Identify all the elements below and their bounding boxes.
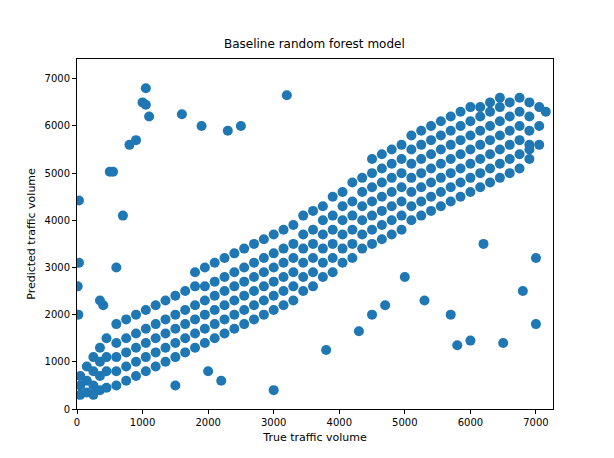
svg-text:True traffic volume: True traffic volume (262, 431, 367, 444)
svg-text:3000: 3000 (45, 262, 70, 273)
svg-text:3000: 3000 (261, 417, 286, 428)
svg-text:6000: 6000 (458, 417, 483, 428)
svg-text:5000: 5000 (392, 417, 417, 428)
svg-text:1000: 1000 (130, 417, 155, 428)
svg-text:1000: 1000 (45, 356, 70, 367)
svg-text:7000: 7000 (523, 417, 548, 428)
svg-text:4000: 4000 (45, 215, 70, 226)
svg-text:7000: 7000 (45, 73, 70, 84)
svg-text:2000: 2000 (45, 309, 70, 320)
svg-text:4000: 4000 (327, 417, 352, 428)
svg-text:6000: 6000 (45, 120, 70, 131)
svg-text:Baseline random forest model: Baseline random forest model (224, 37, 405, 51)
svg-text:Predicted traffic volume: Predicted traffic volume (25, 168, 38, 300)
svg-text:5000: 5000 (45, 168, 70, 179)
svg-text:2000: 2000 (195, 417, 220, 428)
svg-text:0: 0 (74, 417, 80, 428)
svg-text:0: 0 (64, 404, 70, 415)
